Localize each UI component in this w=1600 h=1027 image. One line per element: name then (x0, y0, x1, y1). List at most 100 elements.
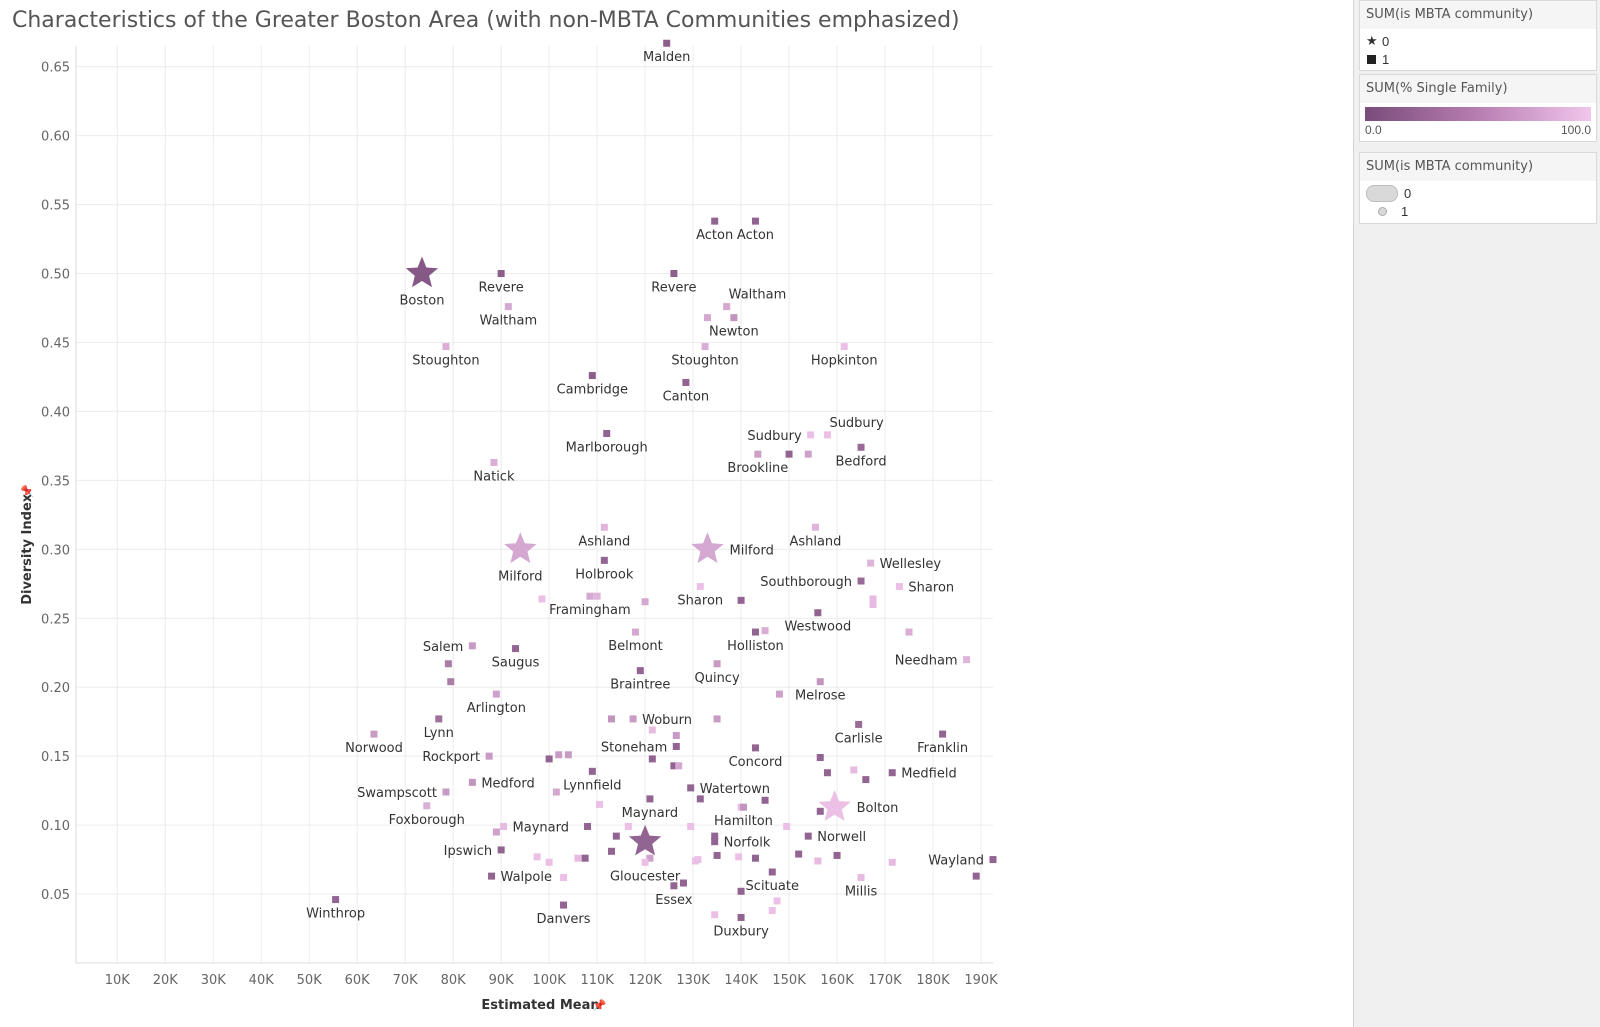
point-label: Arlington (467, 701, 526, 716)
point-label: Norfolk (724, 836, 771, 851)
square-marker (773, 897, 781, 905)
point-label: Foxborough (389, 813, 465, 828)
y-tick-label: 0.25 (41, 612, 70, 627)
point-label: Milford (729, 543, 773, 558)
square-marker (485, 752, 493, 760)
y-tick-label: 0.20 (41, 681, 70, 696)
point-label: Needham (895, 654, 958, 669)
point-label: Acton (696, 228, 733, 243)
square-marker (497, 846, 505, 854)
square-marker (641, 598, 649, 606)
square-marker (768, 907, 776, 915)
square-marker (737, 887, 745, 895)
point-label: Winthrop (306, 907, 365, 922)
size-legend-item-0[interactable]: 0 (1360, 184, 1596, 202)
point-label: Holbrook (575, 567, 634, 582)
square-marker (593, 592, 601, 600)
point-label: Marlborough (566, 440, 648, 455)
x-tick-label: 20K (153, 973, 179, 988)
square-marker (730, 314, 738, 322)
x-tick-label: 160K (820, 973, 854, 988)
chart-title: Characteristics of the Greater Boston Ar… (12, 8, 960, 33)
square-marker (850, 766, 858, 774)
point-label: Ashland (789, 534, 841, 549)
point-label: Newton (709, 325, 759, 340)
y-tick-label: 0.30 (41, 543, 70, 558)
legend-panel: SUM(is MBTA community) ★ 0 1 SUM(% Singl… (1353, 0, 1600, 1027)
large-size-icon (1366, 184, 1398, 202)
square-marker (713, 715, 721, 723)
color-legend-max: 100.0 (1560, 123, 1591, 137)
square-marker (675, 762, 683, 770)
square-marker (492, 828, 500, 836)
square-marker (423, 802, 431, 810)
square-marker (711, 832, 719, 840)
square-marker (785, 450, 793, 458)
star-marker (691, 532, 724, 564)
square-marker (608, 715, 616, 723)
square-marker (761, 627, 769, 635)
square-marker (533, 853, 541, 861)
y-tick-label: 0.15 (41, 750, 70, 765)
shape-legend-item-0[interactable]: ★ 0 (1360, 32, 1596, 50)
square-marker (989, 856, 997, 864)
point-label: Rockport (422, 750, 480, 765)
square-marker (751, 854, 759, 862)
point-label: Canton (663, 389, 710, 404)
scatter-chart[interactable]: 10K 20K 30K 40K 50K 60K 70K 80K 90K 100K 110K 120K 1… (0, 0, 1353, 1027)
square-marker (512, 645, 520, 653)
point-label: Sudbury (747, 429, 802, 444)
square-marker (447, 678, 455, 686)
color-legend-min: 0.0 (1365, 123, 1382, 137)
point-label: Sudbury (829, 416, 884, 431)
point-label: Southborough (760, 575, 852, 590)
square-marker (663, 39, 671, 47)
shape-legend-item-1[interactable]: 1 (1360, 50, 1596, 68)
shape-legend[interactable]: SUM(is MBTA community) ★ 0 1 (1359, 0, 1597, 71)
point-label: Ipswich (444, 844, 493, 859)
color-legend-title: SUM(% Single Family) (1360, 75, 1596, 103)
point-label: Bedford (836, 454, 887, 469)
point-label: Walpole (501, 870, 552, 885)
point-label: Franklin (917, 741, 968, 756)
square-marker (560, 901, 568, 909)
square-marker (670, 270, 678, 278)
square-marker (811, 523, 819, 531)
square-marker (862, 776, 870, 784)
point-label: Norwell (817, 830, 866, 845)
point-label: Quincy (694, 671, 739, 686)
size-legend-item-1[interactable]: 1 (1360, 202, 1596, 220)
point-label: Belmont (608, 639, 662, 654)
square-marker (574, 854, 582, 862)
square-marker (869, 600, 877, 608)
point-label: Concord (729, 755, 783, 770)
point-label: Duxbury (713, 924, 769, 939)
square-marker (888, 858, 896, 866)
y-tick-label: 0.40 (41, 405, 70, 420)
point-label: Waltham (729, 288, 787, 303)
square-marker (751, 744, 759, 752)
square-marker (596, 800, 604, 808)
square-marker (648, 755, 656, 763)
point-label: Boston (400, 294, 445, 309)
y-tick-label: 0.10 (41, 819, 70, 834)
square-marker (468, 642, 476, 650)
square-marker (888, 769, 896, 777)
point-label: Ashland (578, 534, 630, 549)
square-marker (552, 788, 560, 796)
x-tick-label: 60K (345, 973, 371, 988)
square-marker (687, 822, 695, 830)
point-label: Salem (423, 640, 464, 655)
square-marker (814, 857, 822, 865)
point-label: Sharon (908, 581, 954, 596)
square-marker (754, 450, 762, 458)
size-legend[interactable]: SUM(is MBTA community) 0 1 (1359, 152, 1597, 224)
color-legend[interactable]: SUM(% Single Family) 0.0 100.0 (1359, 74, 1597, 142)
y-tick-label: 0.45 (41, 336, 70, 351)
x-tick-label: 180K (916, 973, 950, 988)
square-marker (939, 730, 947, 738)
point-label: Watertown (700, 782, 770, 797)
square-marker (804, 832, 812, 840)
square-marker (581, 854, 589, 862)
square-marker (670, 882, 678, 890)
